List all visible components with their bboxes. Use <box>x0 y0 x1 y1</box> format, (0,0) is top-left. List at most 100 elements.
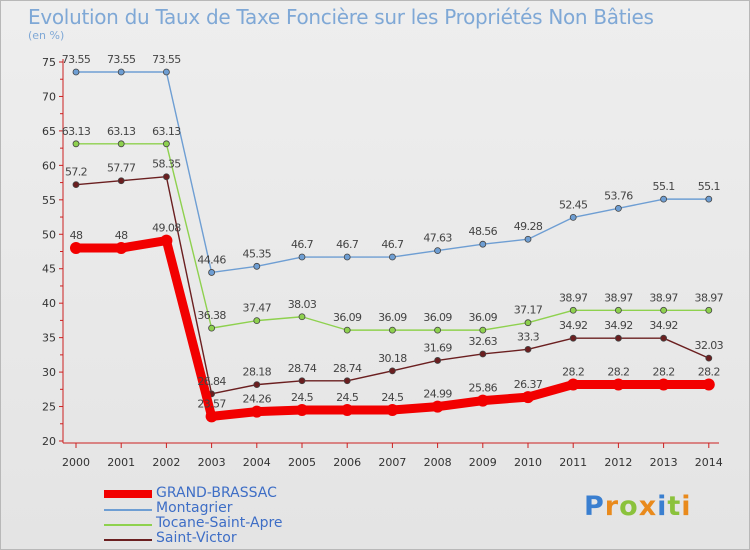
point-montagrier-2011 <box>569 213 577 221</box>
data-label-grand-brassac-2014: 28.2 <box>698 365 720 378</box>
data-label-montagrier-2011: 52.45 <box>559 198 588 211</box>
point-tocane-saint-apre-2008 <box>434 326 442 334</box>
data-label-tocane-saint-apre-2011: 38.97 <box>559 291 588 304</box>
point-tocane-saint-apre-2001 <box>117 140 125 148</box>
data-label-tocane-saint-apre-2008: 36.09 <box>423 311 452 324</box>
x-tick-label-2010: 2010 <box>514 456 542 469</box>
point-saint-victor-2000 <box>72 181 80 189</box>
proxiti-logo: Proxiti <box>584 491 692 522</box>
point-grand-brassac-2000 <box>70 242 82 255</box>
data-label-saint-victor-2005: 28.74 <box>288 362 317 375</box>
data-label-montagrier-2001: 73.55 <box>107 53 136 66</box>
point-grand-brassac-2007 <box>386 403 399 416</box>
point-grand-brassac-2012 <box>612 378 625 391</box>
data-label-saint-victor-2002: 58.35 <box>152 158 181 171</box>
point-montagrier-2006 <box>343 253 351 261</box>
data-label-tocane-saint-apre-2001: 63.13 <box>107 125 136 138</box>
x-tick-label-2009: 2009 <box>469 456 497 469</box>
data-label-grand-brassac-2013: 28.2 <box>653 365 675 378</box>
point-montagrier-2005 <box>298 253 306 261</box>
data-label-grand-brassac-2000: 48 <box>70 229 83 242</box>
point-tocane-saint-apre-2009 <box>479 326 487 334</box>
point-grand-brassac-2002 <box>160 234 173 247</box>
point-montagrier-2000 <box>72 68 80 76</box>
y-tick-label-40: 40 <box>42 297 56 310</box>
data-label-grand-brassac-2011: 28.2 <box>562 365 584 378</box>
data-label-grand-brassac-2004: 24.26 <box>243 393 272 406</box>
data-label-montagrier-2008: 47.63 <box>423 232 452 245</box>
x-tick-label-2002: 2002 <box>152 456 180 469</box>
x-tick-label-2008: 2008 <box>424 456 452 469</box>
point-saint-victor-2013 <box>660 334 667 342</box>
data-label-tocane-saint-apre-2004: 37.47 <box>243 302 272 315</box>
x-tick-label-2007: 2007 <box>378 456 406 469</box>
data-label-montagrier-2009: 48.56 <box>469 225 498 238</box>
point-saint-victor-2002 <box>162 173 170 181</box>
point-tocane-saint-apre-2014 <box>705 306 713 314</box>
data-label-grand-brassac-2007: 24.5 <box>381 391 404 404</box>
data-label-montagrier-2000: 73.55 <box>62 53 91 66</box>
y-tick-label-75: 75 <box>42 56 56 69</box>
point-tocane-saint-apre-2006 <box>343 326 351 334</box>
point-tocane-saint-apre-2012 <box>615 306 622 314</box>
point-montagrier-2012 <box>615 204 622 212</box>
legend-label-saint-victor: Saint-Victor <box>156 530 237 546</box>
y-tick-label-35: 35 <box>42 332 56 345</box>
x-tick-label-2011: 2011 <box>559 456 587 469</box>
x-tick-label-2003: 2003 <box>198 456 226 469</box>
data-label-saint-victor-2014: 32.03 <box>695 339 724 352</box>
point-tocane-saint-apre-2003 <box>208 324 216 332</box>
point-saint-victor-2012 <box>615 334 622 342</box>
legend-label-montagrier: Montagrier <box>156 500 233 516</box>
data-label-tocane-saint-apre-2006: 36.09 <box>333 311 362 324</box>
point-tocane-saint-apre-2007 <box>388 326 396 334</box>
data-label-grand-brassac-2010: 26.37 <box>514 378 543 391</box>
point-tocane-saint-apre-2010 <box>524 319 532 327</box>
x-tick-label-2005: 2005 <box>288 456 316 469</box>
logo-letter: i <box>681 491 692 522</box>
legend-swatch-montagrier <box>104 509 152 511</box>
data-label-montagrier-2012: 53.76 <box>604 189 633 202</box>
point-montagrier-2008 <box>434 247 442 255</box>
legend-label-grand-brassac: GRAND-BRASSAC <box>156 485 277 501</box>
point-montagrier-2009 <box>479 240 487 248</box>
data-label-saint-victor-2004: 28.18 <box>243 366 272 379</box>
point-saint-victor-2010 <box>524 345 532 353</box>
data-label-montagrier-2007: 46.7 <box>381 238 404 251</box>
logo-letter: i <box>657 491 668 522</box>
data-label-tocane-saint-apre-2000: 63.13 <box>62 125 91 138</box>
data-label-grand-brassac-2012: 28.2 <box>607 365 629 378</box>
data-label-montagrier-2013: 55.1 <box>653 180 675 193</box>
data-label-tocane-saint-apre-2014: 38.97 <box>695 291 724 304</box>
data-label-saint-victor-2013: 34.92 <box>649 319 678 332</box>
x-tick-label-2000: 2000 <box>62 456 90 469</box>
point-montagrier-2001 <box>117 68 125 76</box>
point-tocane-saint-apre-2002 <box>162 140 170 148</box>
point-grand-brassac-2013 <box>657 378 670 391</box>
point-saint-victor-2007 <box>388 367 396 375</box>
data-label-saint-victor-2003: 26.84 <box>197 375 226 388</box>
logo-letter: r <box>604 491 620 522</box>
data-label-tocane-saint-apre-2002: 63.13 <box>152 125 181 138</box>
point-grand-brassac-2003 <box>205 410 218 423</box>
point-montagrier-2004 <box>253 262 261 270</box>
point-tocane-saint-apre-2000 <box>72 140 80 148</box>
data-label-tocane-saint-apre-2010: 37.17 <box>514 304 543 317</box>
logo-letter: x <box>638 491 658 522</box>
point-grand-brassac-2011 <box>567 378 580 391</box>
point-grand-brassac-2010 <box>522 391 534 404</box>
data-label-montagrier-2014: 55.1 <box>698 180 720 193</box>
y-tick-label-45: 45 <box>42 263 56 276</box>
point-montagrier-2010 <box>524 235 532 243</box>
x-tick-label-2006: 2006 <box>333 456 361 469</box>
logo-letter: P <box>584 491 605 522</box>
point-saint-victor-2001 <box>117 177 125 185</box>
point-saint-victor-2006 <box>343 377 351 385</box>
x-tick-label-2001: 2001 <box>107 456 135 469</box>
x-tick-label-2012: 2012 <box>604 456 632 469</box>
y-tick-label-25: 25 <box>42 401 56 414</box>
y-tick-label-60: 60 <box>42 159 56 172</box>
point-saint-victor-2009 <box>479 350 487 358</box>
point-grand-brassac-2004 <box>250 405 263 418</box>
